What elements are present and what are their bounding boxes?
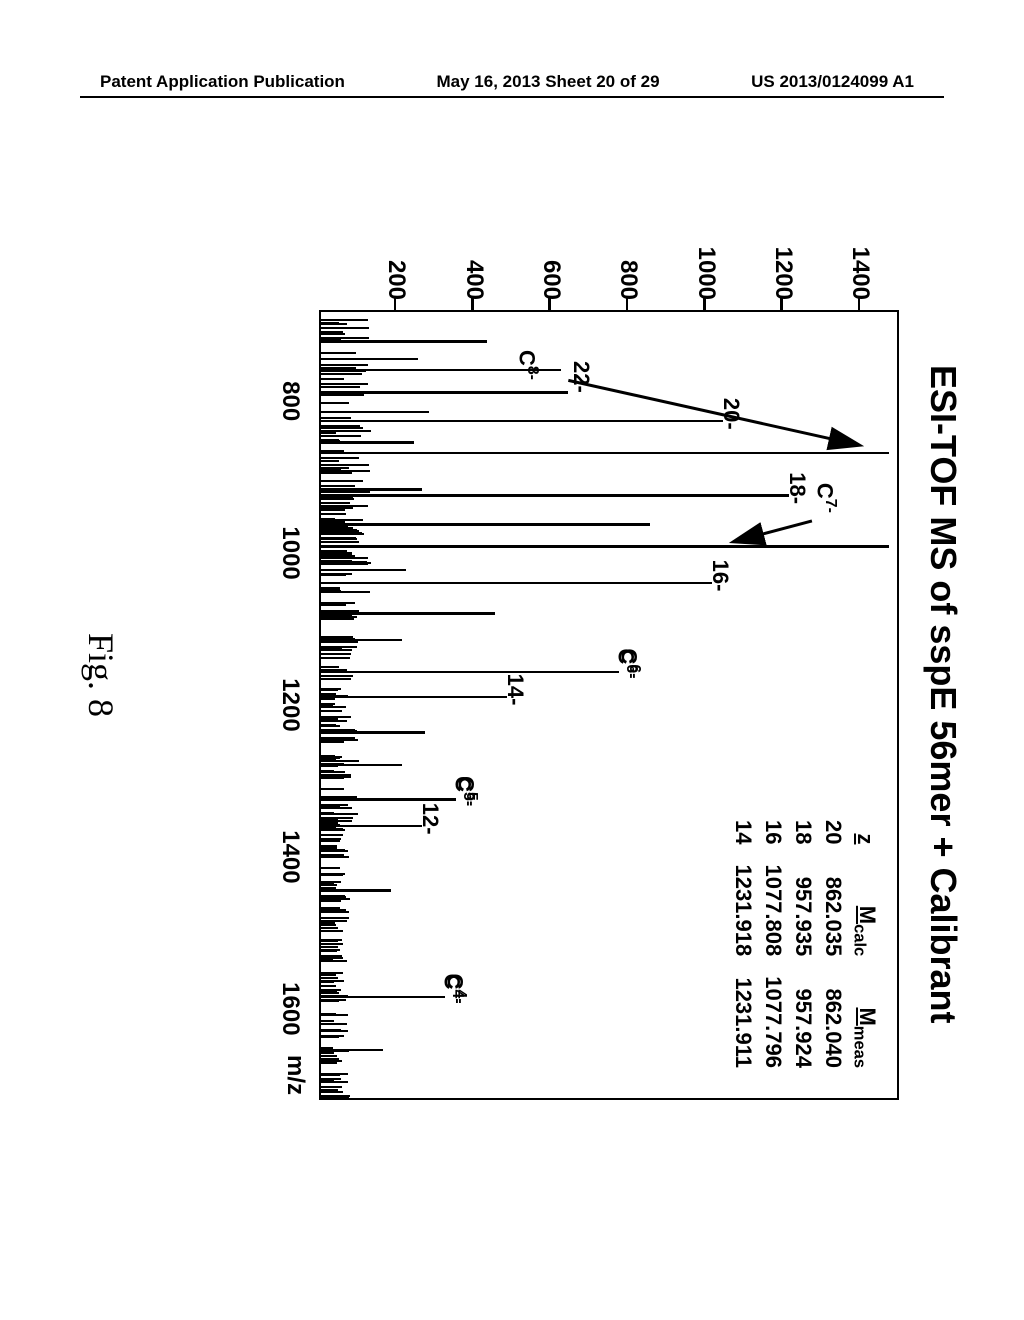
figure-caption: Fig. 8 <box>80 160 122 1190</box>
header-rule <box>80 96 944 98</box>
x-tick <box>319 403 321 406</box>
header-center: May 16, 2013 Sheet 20 of 29 <box>437 72 660 92</box>
x-tick <box>897 1011 899 1014</box>
chart-area: zMcalcMmeas 20862.035862.04018957.935957… <box>249 310 899 1100</box>
y-tick-label: 200 <box>382 220 410 300</box>
x-tick <box>897 403 899 406</box>
x-axis-title: m/z <box>281 1055 309 1095</box>
c7-arrow <box>319 312 897 1100</box>
x-tick <box>897 555 899 558</box>
page-root: Patent Application Publication May 16, 2… <box>0 0 1024 1320</box>
x-tick <box>897 707 899 710</box>
x-tick-label: 1000 <box>276 526 304 579</box>
y-tick <box>469 1098 472 1100</box>
x-tick <box>319 859 321 862</box>
x-tick <box>897 859 899 862</box>
y-tick <box>856 1098 859 1100</box>
y-tick-label: 1400 <box>846 220 874 300</box>
x-tick-label: 1600 <box>276 982 304 1035</box>
header-right: US 2013/0124099 A1 <box>751 72 914 92</box>
y-tick <box>392 1098 395 1100</box>
y-tick-label: 600 <box>537 220 565 300</box>
x-tick-label: 1400 <box>276 830 304 883</box>
chart-title: ESI-TOF MS of sspE 56mer + Calibrant <box>922 365 964 1024</box>
header-left: Patent Application Publication <box>100 72 345 92</box>
y-tick <box>701 1098 704 1100</box>
x-tick-label: 1200 <box>276 678 304 731</box>
y-tick-label: 1000 <box>692 220 720 300</box>
y-tick-label: 1200 <box>769 220 797 300</box>
figure-stage: ESI-TOF MS of sspE 56mer + Calibrant Det… <box>50 160 974 1190</box>
x-tick-label: 800 <box>276 381 304 421</box>
x-tick <box>319 555 321 558</box>
y-tick <box>547 1098 550 1100</box>
plot-box: zMcalcMmeas 20862.035862.04018957.935957… <box>319 310 899 1100</box>
y-tick <box>624 1098 627 1100</box>
page-header: Patent Application Publication May 16, 2… <box>0 72 1024 92</box>
y-tick-label: 400 <box>460 220 488 300</box>
x-tick <box>319 707 321 710</box>
figure-rotated: ESI-TOF MS of sspE 56mer + Calibrant Det… <box>50 160 974 1190</box>
y-tick-label: 800 <box>614 220 642 300</box>
x-tick <box>319 1011 321 1014</box>
y-tick <box>779 1098 782 1100</box>
